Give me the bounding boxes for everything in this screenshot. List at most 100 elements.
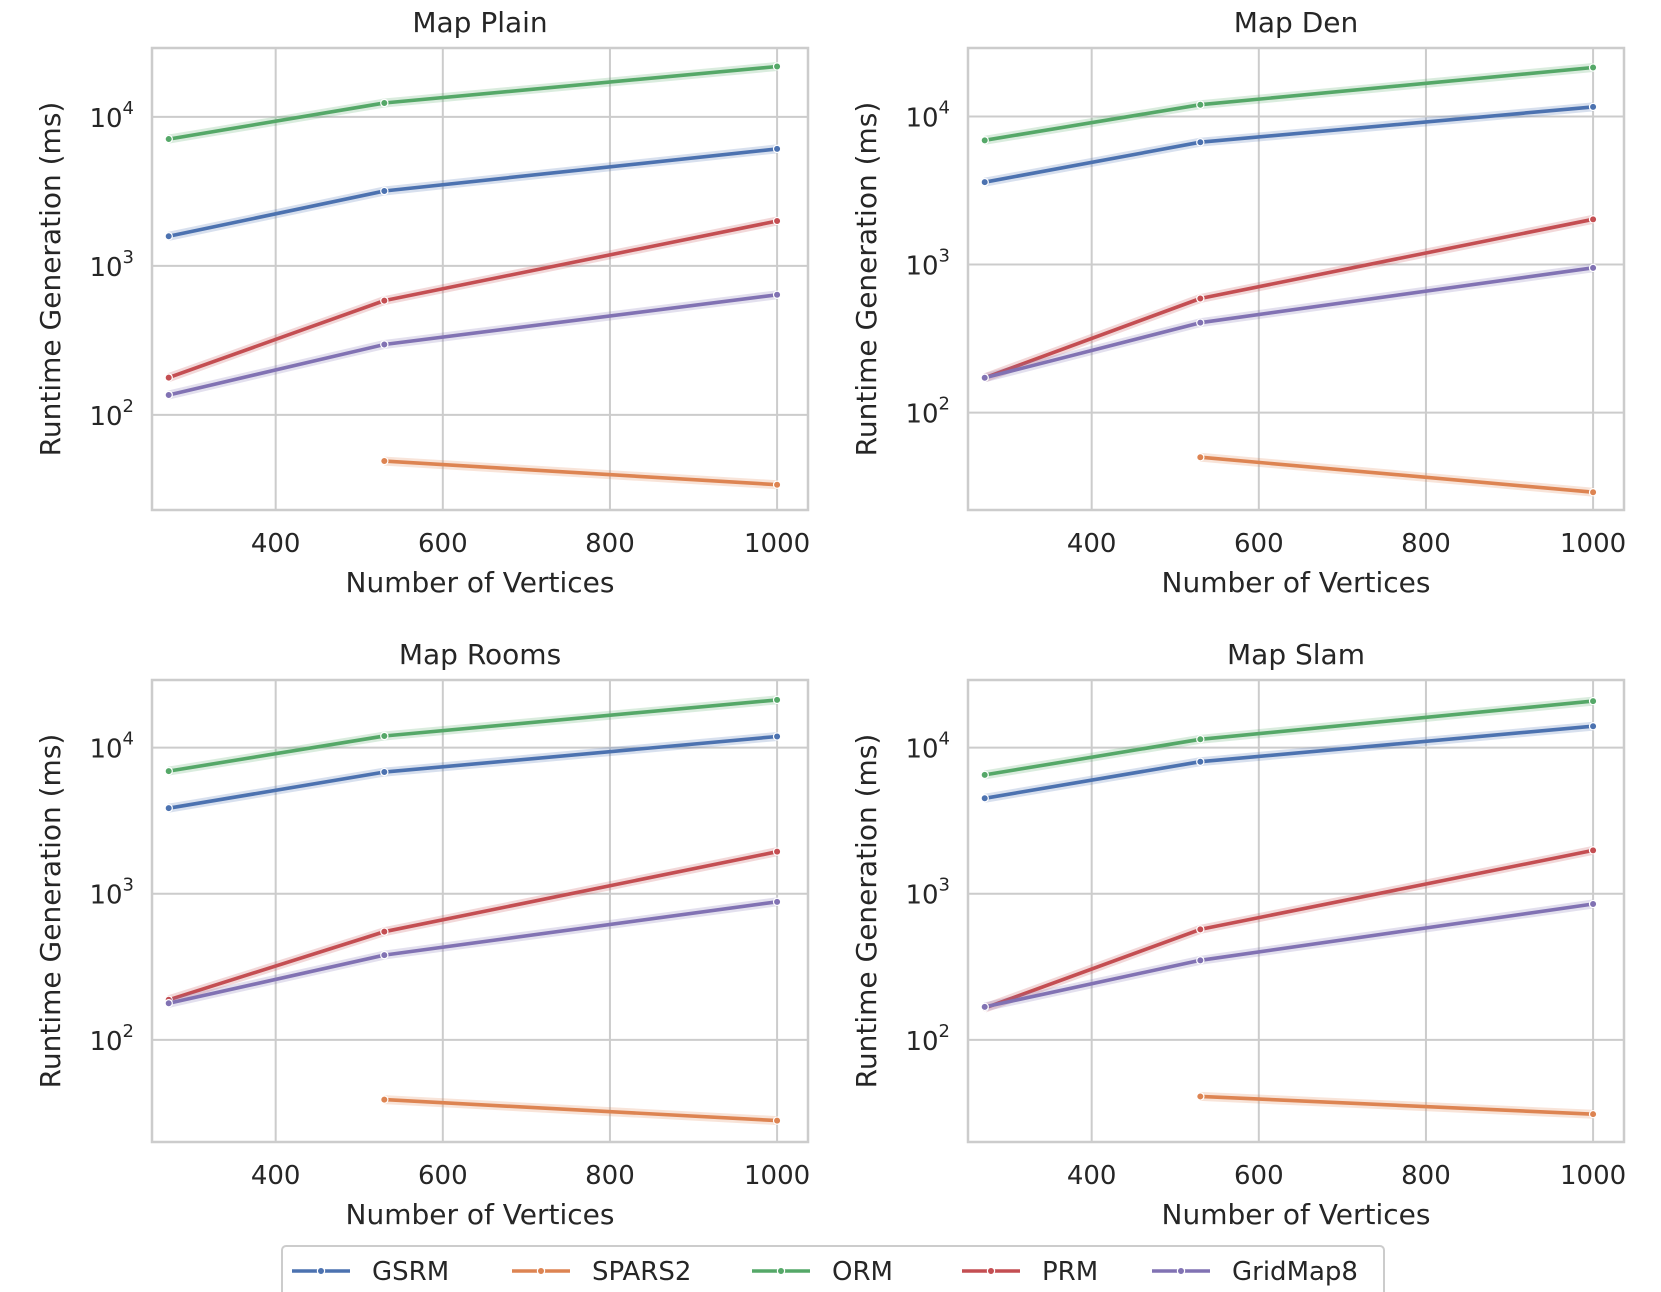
series-line [382,459,779,487]
plot-frame [150,46,810,512]
legend-label: GSRM [372,1257,449,1287]
data-point [1196,735,1205,744]
data-point [1588,899,1598,909]
data-point [380,456,389,466]
panel-map-rooms: 400 600 800 1000 102 103 104 Map Rooms Number of… [34,638,810,1231]
y-tick-label: 104 [89,98,134,134]
plot-frame [966,46,1626,512]
data-point [980,177,989,187]
series-spars2 [1196,1091,1598,1119]
data-point [164,766,173,776]
legend-label: ORM [832,1257,893,1287]
x-tick-label: 800 [585,1161,635,1191]
data-point [1196,925,1205,934]
x-axis-title: Number of Vertices [346,566,615,599]
y-tick-label: 103 [905,246,950,282]
panel-map-plain: 400 600 800 1000 102 103 104 Map Plain Number of… [34,6,810,599]
data-point [772,897,782,907]
data-point [1196,294,1205,303]
y-axis-title: Runtime Generation (ms) [850,734,883,1089]
x-tick-label: 600 [1234,529,1284,559]
plot-frame [966,678,1626,1144]
legend-marker [316,1266,326,1276]
series-orm [164,62,782,144]
series-gsrm [980,102,1598,187]
data-point [1588,63,1598,72]
series-gsrm [164,144,782,241]
y-tick-label: 104 [905,729,950,765]
data-point [1196,100,1205,109]
y-tick-label: 102 [905,394,950,430]
x-tick-label: 1000 [744,1161,810,1191]
series-spars2 [380,1095,782,1126]
data-point [772,144,782,154]
data-point [380,98,389,108]
panel-map-slam: 400 600 800 1000 102 103 104 Map Slam Number of … [850,638,1626,1231]
data-point [772,1116,782,1125]
y-tick-label: 104 [89,729,134,765]
data-point [772,62,782,71]
data-point [1196,453,1205,462]
data-point [1588,215,1598,224]
y-axis-title: Runtime Generation (ms) [850,102,883,457]
plot-frame [150,678,810,1144]
data-point [1196,757,1205,766]
x-tick-label: 1000 [744,529,810,559]
data-point [164,390,173,400]
confidence-band [983,63,1594,145]
legend-marker [1176,1266,1186,1276]
data-point [164,134,173,144]
x-tick-label: 800 [1401,529,1451,559]
series-line [166,219,779,380]
x-tick-label: 400 [1067,529,1117,559]
data-point [380,927,389,936]
confidence-band [167,144,778,241]
data-point [1196,318,1205,327]
series-gsrm [164,732,782,813]
x-axis-title: Number of Vertices [1162,566,1431,599]
x-tick-label: 600 [418,1161,468,1191]
data-point [380,186,389,196]
data-point [772,290,782,299]
data-point [1588,488,1598,497]
series-spars2 [380,456,782,490]
data-point [772,695,782,705]
panel-title: Map Den [1234,6,1359,39]
confidence-band [167,847,778,1005]
data-point [772,216,782,226]
confidence-band [167,216,778,382]
x-tick-label: 800 [1401,1161,1451,1191]
series-gridmap8 [980,263,1598,383]
data-point [1196,1092,1205,1101]
x-tick-label: 1000 [1560,529,1626,559]
x-tick-label: 400 [1067,1161,1117,1191]
x-axis-title: Number of Vertices [1162,1198,1431,1231]
panel-map-den: 400 600 800 1000 102 103 104 Map Den Number of V… [850,6,1626,599]
y-axis-title: Runtime Generation (ms) [34,102,67,457]
y-tick-label: 103 [905,875,950,911]
data-point [164,373,173,382]
series-gridmap8 [164,290,782,400]
series-gridmap8 [164,897,782,1008]
data-point [380,731,389,741]
data-point [980,373,989,382]
legend-marker [986,1266,996,1276]
legend-item-gsrm: GSRM [292,1257,449,1287]
series-gridmap8 [980,899,1598,1012]
data-point [380,340,389,349]
data-point [164,803,173,813]
confidence-band [983,102,1594,187]
data-point [772,732,782,741]
legend-frame [281,1245,1385,1292]
series-line [1198,455,1595,495]
data-point [1588,696,1598,706]
y-tick-label: 102 [89,1021,134,1057]
series-prm [980,845,1598,1013]
confidence-band [983,899,1594,1012]
panel-title: Map Plain [412,6,547,39]
data-point [980,1002,989,1012]
data-point [380,1095,389,1104]
data-point [1588,263,1598,273]
legend-item-orm: ORM [752,1257,893,1287]
